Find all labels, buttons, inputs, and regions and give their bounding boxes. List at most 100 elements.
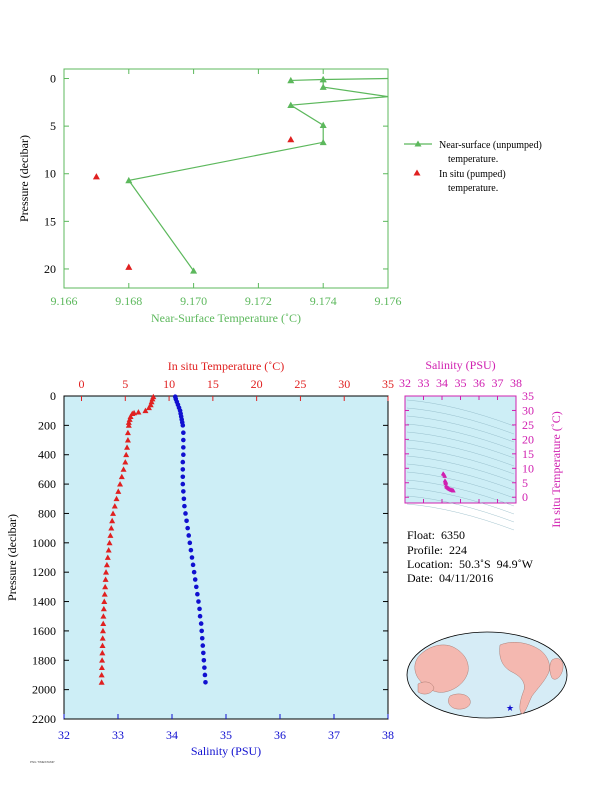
- density-contour: [406, 503, 515, 531]
- temperature-point: [126, 416, 133, 422]
- ts-point: [442, 473, 447, 478]
- density-contour: [406, 407, 515, 435]
- map-land-africa-west: [549, 658, 564, 680]
- temperature-point: [122, 459, 129, 465]
- salinity-point: [199, 635, 205, 641]
- ts-point: [443, 481, 448, 486]
- density-contour: [406, 439, 515, 467]
- salinity-point: [181, 489, 186, 494]
- salinity-point: [185, 525, 190, 531]
- salinity-point: [202, 665, 207, 670]
- ts-xtick-label: 37: [492, 376, 504, 390]
- ts-xtick-label: 38: [510, 376, 522, 390]
- pressure-tick-label: 1600: [32, 624, 56, 638]
- temperature-point: [99, 627, 106, 634]
- salinity-point: [196, 599, 201, 604]
- map-land-americas: [499, 642, 550, 715]
- temperature-point: [103, 561, 110, 568]
- temperature-point: [98, 671, 105, 678]
- temp-tick-label: 10: [163, 377, 175, 391]
- top-xtick-label: 9.170: [180, 294, 207, 308]
- temperature-point: [115, 488, 122, 494]
- salinity-point: [202, 672, 208, 678]
- ts-ytick-label: 10: [522, 461, 534, 475]
- ts-yaxis-label: In situ Temperature (˚C): [549, 411, 563, 528]
- temperature-point: [106, 539, 113, 546]
- pressure-tick-label: 2000: [32, 683, 56, 697]
- unpumped-point: [319, 121, 327, 128]
- pressure-tick-label: 1200: [32, 565, 56, 579]
- salinity-point: [181, 445, 186, 450]
- salinity-point: [192, 577, 198, 582]
- salinity-point: [182, 503, 187, 509]
- temperature-point: [110, 510, 117, 516]
- temperature-point: [100, 620, 107, 626]
- ts-xtick-label: 34: [436, 376, 448, 390]
- top-yaxis-label: Pressure (decibar): [17, 135, 31, 222]
- temperature-point: [98, 664, 105, 671]
- temperature-point: [124, 444, 131, 450]
- density-contour: [406, 431, 515, 459]
- unpumped-point: [190, 267, 198, 274]
- temperature-point: [102, 583, 109, 590]
- top-ytick-label: 15: [44, 214, 56, 228]
- temperature-point: [111, 503, 118, 509]
- temperature-point: [145, 404, 152, 411]
- temperature-point: [120, 466, 127, 472]
- salinity-point: [180, 423, 186, 428]
- map-land-africa-east: [417, 681, 435, 695]
- salinity-point: [195, 591, 200, 597]
- temperature-point: [108, 525, 115, 531]
- temperature-point: [101, 591, 108, 597]
- temperature-point: [125, 422, 132, 428]
- ts-ytick-label: 0: [522, 490, 528, 504]
- ts-ytick-label: 20: [522, 432, 534, 446]
- density-contour: [406, 471, 515, 499]
- map-float-location-star: ★: [506, 704, 514, 714]
- temperature-point: [99, 657, 106, 663]
- legend-label-unpumped-2: temperature.: [448, 154, 498, 165]
- sal-tick-label: 35: [220, 728, 232, 742]
- pressure-tick-label: 800: [38, 506, 56, 520]
- legend-label-pumped-1: In situ (pumped): [439, 169, 506, 180]
- top-xaxis-label: Near-Surface Temperature (˚C): [151, 311, 301, 325]
- pressure-tick-label: 400: [38, 448, 56, 462]
- temperature-point: [117, 481, 124, 487]
- profile-panel: 0 5 10 15 20 25 30 35 In situ Temperature (˚C) 32…: [5, 359, 394, 758]
- pressure-tick-label: 1400: [32, 595, 56, 609]
- salinity-point: [189, 555, 195, 560]
- location-map: ★: [406, 631, 568, 719]
- top-xtick-label: 9.168: [115, 294, 142, 308]
- info-location: Location: 50.3˚S 94.9˚W: [407, 557, 533, 571]
- pumped-point: [125, 263, 133, 270]
- temperature-point: [118, 473, 125, 480]
- temperature-point: [100, 605, 107, 612]
- temp-tick-label: 5: [122, 377, 128, 391]
- ts-xtick-label: 36: [473, 376, 485, 390]
- top-xtick-label: 9.166: [51, 294, 78, 308]
- temperature-point: [149, 395, 156, 402]
- info-float: Float: 6350: [407, 528, 466, 542]
- salinity-point: [194, 584, 199, 590]
- ts-ytick-label: 35: [522, 389, 534, 403]
- sal-tick-label: 36: [274, 728, 286, 742]
- salinity-point: [197, 606, 202, 612]
- temperature-point: [99, 635, 106, 641]
- temp-tick-label: 20: [251, 377, 263, 391]
- top-ytick-label: 5: [50, 119, 56, 133]
- top-ytick-label: 10: [44, 167, 56, 181]
- temperature-point: [101, 598, 108, 604]
- top-plot-frame: [63, 68, 389, 289]
- density-contour: [406, 463, 515, 491]
- salinity-point: [180, 481, 186, 487]
- salinity-point: [199, 628, 204, 634]
- map-land-australia: [448, 693, 471, 710]
- salinity-point: [201, 657, 207, 663]
- profile-plot-frame: [63, 395, 389, 720]
- ts-diagram-panel: 32 33 34 35 36 37 38 Salinity (PSU) 051015202530…: [399, 358, 563, 531]
- ts-ytick-label: 30: [522, 403, 534, 417]
- unpumped-point: [287, 76, 295, 84]
- top-xtick-label: 9.172: [245, 294, 272, 308]
- ts-xtick-label: 35: [455, 376, 467, 390]
- salinity-point: [181, 430, 186, 436]
